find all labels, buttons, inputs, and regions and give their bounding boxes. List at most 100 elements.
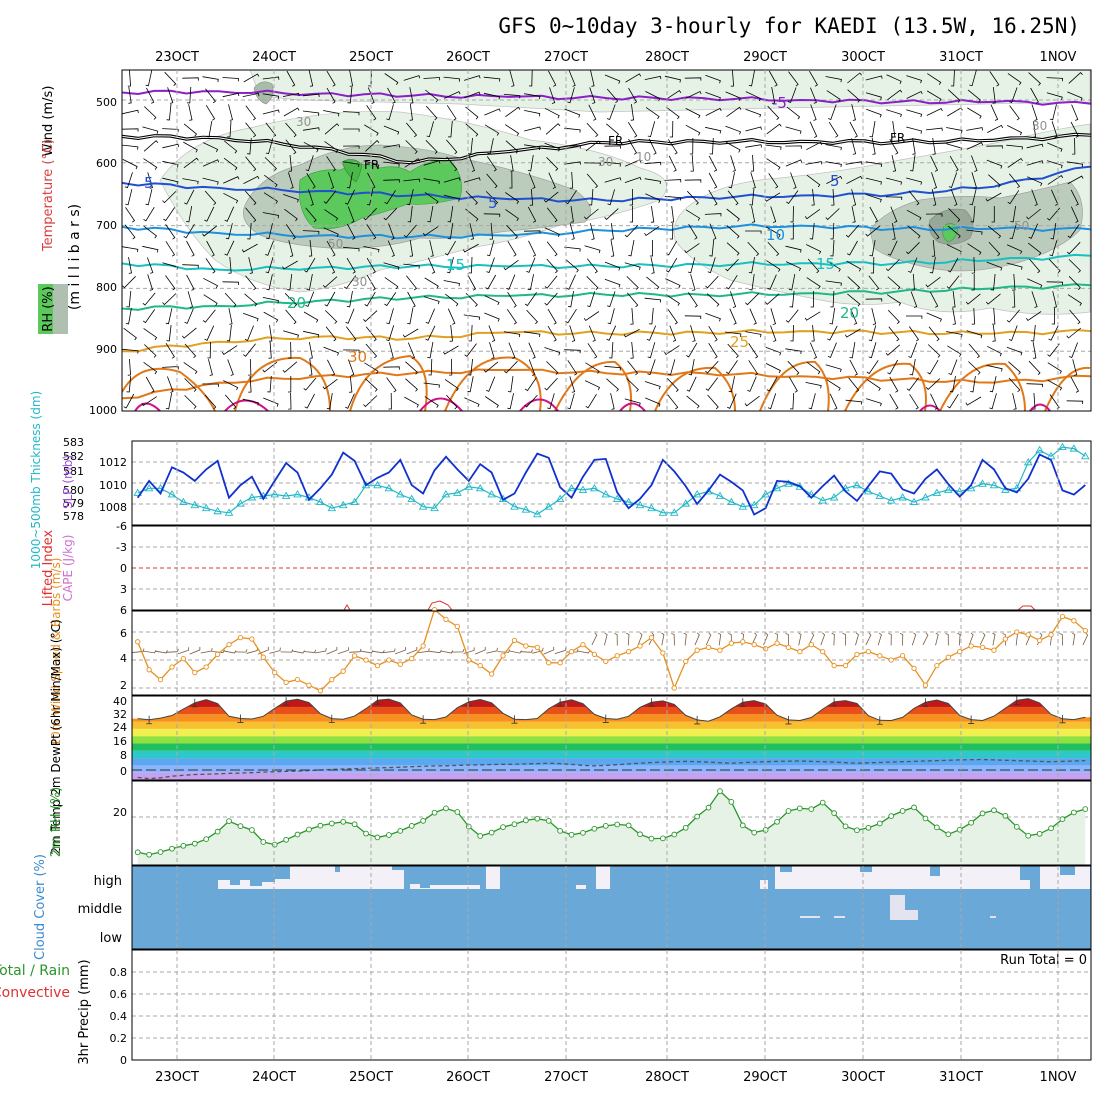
- isotherm-label: 5: [830, 172, 840, 190]
- wind-barb: [770, 206, 777, 223]
- wind-barb: [546, 258, 558, 274]
- wind-barb: [909, 394, 919, 410]
- rh-marker: [545, 817, 552, 824]
- wind-barb: [1006, 262, 1023, 270]
- surface-wind-barb: [531, 647, 544, 654]
- pressure-tick-label: 600: [96, 157, 117, 170]
- wind-barb: [625, 73, 642, 83]
- wind-barb: [447, 308, 456, 325]
- wind-barb: [869, 121, 876, 138]
- wind-barb: [365, 140, 380, 152]
- wind-barb: [851, 138, 857, 155]
- surface-wind-barb: [1072, 632, 1076, 646]
- wind-barb: [971, 256, 975, 274]
- wind-barb: [946, 331, 963, 338]
- wind-10m-panel: 2 4 6 10m Wind Speed & Barbs (m/s): [49, 558, 1092, 746]
- wind-barb: [928, 224, 940, 240]
- wind-speed-marker: [466, 657, 472, 663]
- wind-speed-marker: [762, 646, 769, 652]
- wind-barb: [725, 125, 742, 135]
- wind-barb: [848, 377, 860, 393]
- wind-barb: [626, 292, 639, 308]
- surface-wind-barb: [280, 649, 294, 653]
- wind-barb: [584, 380, 601, 391]
- wind-barb: [327, 359, 336, 376]
- surface-wind-barb: [1059, 633, 1064, 646]
- temp-whisker: [374, 696, 381, 705]
- rh-contour-label: 10: [636, 150, 651, 164]
- thickness-marker: [475, 483, 485, 492]
- surface-wind-barb: [440, 650, 454, 654]
- wind-speed-marker: [397, 661, 403, 667]
- isotherm-label: 15: [816, 255, 835, 273]
- wind-barb: [305, 291, 315, 307]
- wind-barb: [268, 341, 272, 359]
- wind-barb: [1009, 105, 1020, 121]
- wind-barb: [142, 245, 159, 253]
- wind-barb: [810, 291, 814, 308]
- wind-barb: [446, 257, 454, 274]
- wind-barb: [1009, 223, 1017, 240]
- wind-barb: [323, 346, 340, 356]
- thickness-marker: [407, 494, 416, 502]
- thickness-marker: [1069, 444, 1079, 452]
- rh-marker: [682, 824, 689, 831]
- wind-speed-marker: [374, 662, 381, 669]
- rh-marker: [648, 835, 655, 842]
- wind-barb: [1070, 121, 1079, 138]
- wind-barb: [127, 358, 132, 376]
- wind-barb: [892, 223, 896, 240]
- wind-barb: [583, 311, 600, 322]
- wind-barb: [1067, 91, 1083, 101]
- wind-barb: [183, 141, 198, 153]
- wind-barb: [989, 376, 997, 393]
- wind-barb: [282, 92, 300, 97]
- wind-barb: [626, 378, 639, 392]
- slp-axis-label: SLP (mb): [61, 455, 75, 509]
- thickness-marker: [281, 491, 291, 499]
- wind-barb: [607, 308, 615, 325]
- wind-barb: [606, 378, 619, 392]
- rh-marker: [351, 821, 358, 828]
- wind-barb: [1067, 294, 1082, 306]
- thickness-marker: [430, 503, 439, 512]
- wind-barb: [263, 192, 278, 204]
- wind-barb: [343, 161, 360, 168]
- li-tick-label: -3: [116, 541, 127, 554]
- wind-barb: [788, 274, 796, 291]
- isotherm-label: 20: [287, 294, 306, 312]
- wind-barb: [228, 308, 233, 325]
- wind-barb: [949, 155, 959, 172]
- rh-marker: [328, 820, 335, 827]
- wind-barb: [606, 104, 616, 121]
- wind-barb: [607, 189, 615, 206]
- rh-marker: [568, 831, 575, 838]
- wind-barb: [566, 274, 576, 290]
- wind-barb: [685, 209, 701, 221]
- wind-barb: [829, 393, 838, 410]
- wind-barb: [543, 191, 559, 203]
- surface-wind-barb: [486, 647, 498, 654]
- wind-barb: [909, 359, 916, 376]
- wind-barb: [890, 206, 898, 223]
- wind-barb: [1066, 400, 1084, 405]
- wind-barb: [946, 275, 960, 289]
- wind-barb: [708, 172, 718, 189]
- wind-barb: [285, 309, 297, 325]
- wind-barb: [669, 222, 674, 240]
- temp-tick-label: 16: [113, 735, 127, 748]
- surface-wind-barb: [1082, 632, 1089, 646]
- wind-barb: [509, 70, 515, 87]
- wind-speed-marker: [922, 682, 929, 688]
- wind-barb: [785, 126, 802, 134]
- wind-barb: [667, 359, 676, 376]
- wind-barb: [142, 126, 159, 134]
- wind-barb: [162, 293, 177, 306]
- wind-barb: [725, 91, 741, 101]
- wind-barb: [892, 121, 896, 138]
- pressure-tick-label: 900: [96, 343, 117, 356]
- wind-barb: [524, 394, 538, 408]
- wind-barb: [527, 155, 534, 172]
- wind-barb: [630, 307, 634, 325]
- wind-barb: [770, 308, 776, 325]
